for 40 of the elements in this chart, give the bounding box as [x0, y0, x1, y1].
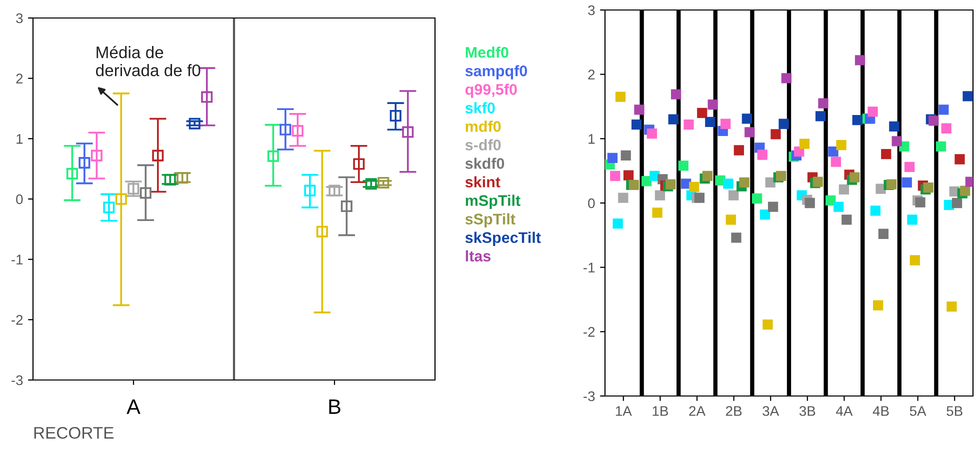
text: skdf0 — [465, 158, 504, 169]
y-tick-label: -2 — [584, 327, 595, 337]
y-tick-label: 0 — [16, 194, 23, 204]
text: ltas — [466, 250, 491, 262]
text: skSpecTilt — [465, 232, 541, 246]
y-tick-label: 1 — [588, 134, 595, 144]
text: sSpTilt — [465, 213, 516, 228]
x-tick-label: 5A — [910, 406, 926, 416]
y-tick-label: 3 — [16, 13, 23, 24]
text: mSpTilt — [466, 194, 520, 209]
y-tick-label: -3 — [12, 375, 23, 386]
x-tick-label: B — [329, 400, 340, 414]
x-tick-label: 2A — [689, 406, 706, 416]
y-tick-label: 2 — [588, 70, 595, 80]
x-tick-label: 5B — [946, 406, 962, 416]
y-tick-label: -2 — [12, 315, 23, 325]
text: mdf0 — [466, 120, 501, 132]
text: skf0 — [465, 102, 495, 114]
text: s-df0 — [465, 139, 501, 150]
x-axis-title: RECORTE — [34, 426, 114, 439]
x-tick-label: 3B — [799, 406, 816, 416]
x-tick-label: 2B — [726, 406, 742, 416]
y-tick-label: -1 — [12, 254, 23, 264]
y-tick-label: 1 — [16, 134, 23, 144]
x-tick-label: 1B — [652, 406, 668, 416]
text: Medf0 — [466, 46, 508, 58]
x-tick-label: 1A — [616, 406, 632, 416]
text: q99,5f0 — [465, 84, 517, 98]
x-tick-label: 4B — [872, 406, 889, 416]
y-tick-label: -3 — [584, 391, 595, 402]
y-tick-label: 3 — [588, 5, 595, 16]
x-tick-label: A — [126, 400, 140, 414]
y-tick-label: 0 — [588, 198, 595, 208]
text: sampqf0 — [465, 65, 528, 80]
y-tick-label: -1 — [584, 262, 595, 272]
y-tick-label: 2 — [16, 74, 23, 84]
annotation: Média de derivada de f0 — [96, 46, 200, 76]
x-tick-label: 3A — [762, 406, 780, 416]
text: skint — [465, 176, 500, 188]
x-tick-label: 4A — [836, 406, 853, 416]
